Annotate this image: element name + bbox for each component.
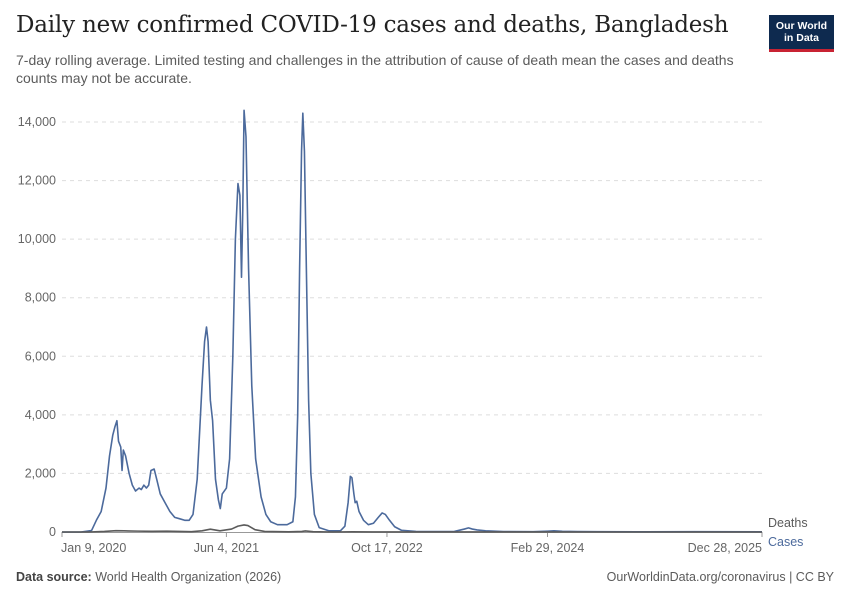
data-source-value[interactable]: World Health Organization (2026) [95, 570, 282, 584]
footer-credit[interactable]: OurWorldinData.org/coronavirus | CC BY [606, 570, 834, 584]
series-line-deaths[interactable] [62, 524, 763, 533]
legend-label-cases[interactable]: Cases [768, 535, 803, 549]
data-source-label: Data source: [16, 570, 92, 584]
y-tick-label: 4,000 [25, 408, 56, 422]
x-tick-label: Jan 9, 2020 [61, 541, 126, 555]
chart-subtitle: 7-day rolling average. Limited testing a… [16, 52, 734, 86]
series-lines [62, 109, 763, 533]
y-tick-label: 12,000 [18, 174, 56, 188]
x-tick-label: Feb 29, 2024 [511, 541, 585, 555]
y-tick-label: 8,000 [25, 291, 56, 305]
y-tick-label: 14,000 [18, 115, 56, 129]
data-source: Data source: World Health Organization (… [16, 570, 281, 584]
chart-title: Daily new confirmed COVID-19 cases and d… [16, 12, 729, 38]
x-tick-label: Oct 17, 2022 [351, 541, 423, 555]
y-axis-ticks: 0 2,000 4,000 6,000 8,000 10,000 12,000 14,000 [18, 115, 56, 539]
y-tick-label: 6,000 [25, 349, 56, 363]
y-tick-label: 2,000 [25, 466, 56, 480]
logo-line-2: in Data [783, 32, 819, 44]
logo-line-1: Our World [775, 20, 828, 32]
y-tick-label: 10,000 [18, 232, 56, 246]
x-tick-label: Jun 4, 2021 [194, 541, 259, 555]
legend-label-deaths[interactable]: Deaths [768, 516, 808, 530]
legend: Cases Deaths [768, 516, 808, 549]
y-tick-label: 0 [49, 525, 56, 539]
series-line-cases[interactable] [62, 109, 763, 533]
grid-lines [62, 121, 762, 533]
x-tick-label: Dec 28, 2025 [688, 541, 762, 555]
owid-logo[interactable]: Our World in Data [769, 15, 834, 52]
x-axis-ticks: Jan 9, 2020 Jun 4, 2021 Oct 17, 2022 Feb 29… [61, 532, 763, 555]
